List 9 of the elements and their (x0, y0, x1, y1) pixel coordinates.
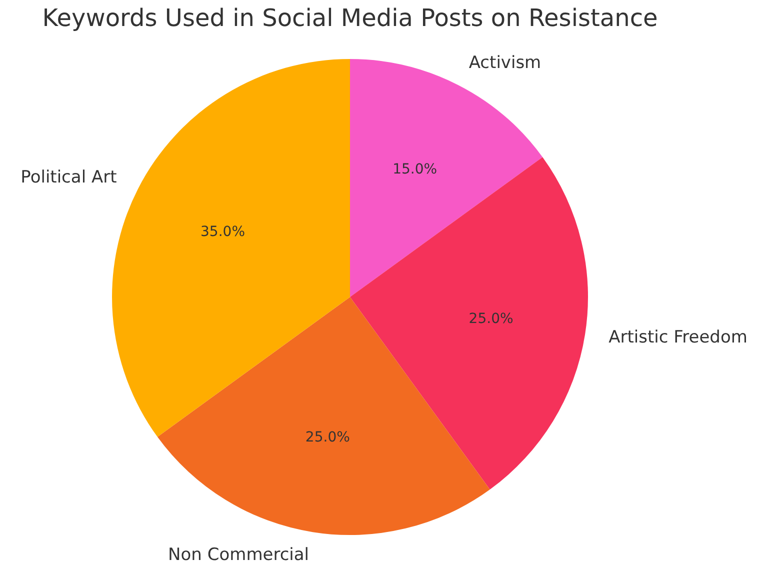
data-label: 35.0% (200, 224, 246, 240)
slice-label: Non Commercial (168, 545, 310, 565)
slice-label: Artistic Freedom (608, 327, 748, 348)
slice-label: Activism (468, 53, 542, 74)
chart-title: Keywords Used in Social Media Posts on Resistance (42, 4, 658, 32)
data-label: 25.0% (305, 430, 350, 446)
data-label: 15.0% (392, 161, 438, 178)
slice-label: Political Art (20, 168, 118, 188)
data-label: 25.0% (468, 310, 514, 327)
